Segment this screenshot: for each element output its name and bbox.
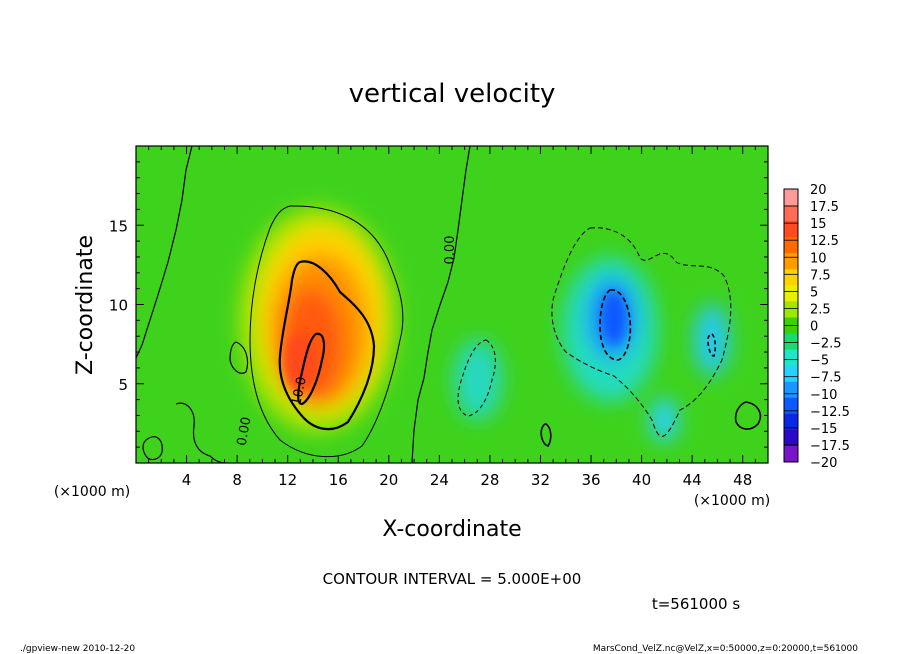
downdraft-bottom	[650, 398, 678, 442]
x-axis-ticks: 4 8 12 16 20 24 28 32 36 40 44 48	[148, 146, 756, 489]
colorbar-label: −2.5	[810, 337, 842, 352]
contour-10-inner	[297, 332, 326, 406]
colorbar-label: 20	[810, 183, 827, 198]
colorbar-label: 12.5	[810, 234, 839, 249]
x-unit-label: (×1000 m)	[694, 493, 770, 509]
x-axis-label: X-coordinate	[382, 517, 521, 542]
contour-neg10-downdraft	[599, 289, 632, 361]
contour-label-updraft: 10.0	[289, 376, 310, 407]
contour-small-2	[734, 401, 762, 430]
contour-small-3	[540, 423, 552, 447]
colorbar-label: 10	[810, 251, 827, 266]
colorbar-label: −15	[810, 422, 837, 437]
colorbar-label: 15	[810, 217, 827, 232]
x-tick-label: 48	[733, 471, 752, 489]
footer-right: MarsCond_VelZ.nc@VelZ,x=0:50000,z=0:2000…	[593, 644, 858, 654]
x-tick-label: 28	[480, 471, 499, 489]
colorbar-swatch	[784, 413, 798, 431]
contour-neg5-right	[707, 333, 717, 357]
colorbar-label: 0	[810, 320, 818, 335]
contour-10-updraft	[278, 260, 376, 431]
zero-contour-middle	[411, 146, 471, 463]
contour-neg5-left	[457, 339, 496, 417]
contour-small-1	[229, 341, 249, 374]
colorbar-swatch	[784, 237, 798, 254]
x-tick-label: 16	[329, 471, 348, 489]
zero-contour-left	[136, 146, 193, 359]
colorbar-label: −10	[810, 388, 837, 403]
colorbar-swatch	[784, 333, 798, 351]
time-label: t=561000 s	[652, 595, 740, 613]
contour-neg5-downdraft	[551, 227, 732, 437]
colorbar-swatch	[784, 285, 798, 302]
x-tick-label: 12	[278, 471, 297, 489]
downdraft-left	[454, 340, 502, 420]
colorbar-label: −7.5	[810, 371, 842, 386]
y-axis-ticks: 5 10 15	[109, 161, 768, 448]
y-axis-label: Z-coordinate	[73, 235, 98, 375]
colorbar-label: 5	[810, 285, 818, 300]
colorbar-swatch	[784, 189, 798, 206]
colorbar-label: −20	[810, 456, 837, 471]
colorbar-label: 17.5	[810, 200, 839, 215]
footer-left: ./gpview-new 2010-12-20	[20, 644, 135, 654]
colorbar-swatch	[784, 205, 798, 222]
colorbar: 20 17.5 15 12.5 10 7.5 5 2.5 0 −2.5 −5 −7.5 −10 −12.5…	[783, 183, 850, 471]
contour-label-middle: 0.00	[443, 236, 458, 265]
colorbar-label: 2.5	[810, 302, 831, 317]
x-tick-label: 32	[531, 471, 550, 489]
colorbar-label: −17.5	[810, 439, 850, 454]
downdraft-main-core	[602, 292, 626, 344]
colorbar-label: −12.5	[810, 405, 850, 420]
x-tick-label: 36	[581, 471, 600, 489]
x-tick-label: 24	[430, 471, 449, 489]
colorbar-swatch	[784, 221, 798, 238]
downdraft-right	[694, 304, 730, 376]
y-tick-label: 5	[118, 376, 128, 394]
colorbar-swatch	[784, 253, 798, 270]
colorbar-swatch	[784, 397, 798, 415]
contour-5-updraft	[249, 205, 404, 458]
contour-label-left: 0.00	[235, 416, 255, 447]
colorbar-label: 7.5	[810, 268, 831, 283]
chart-title: vertical velocity	[349, 79, 556, 109]
colorbar-swatch	[784, 429, 798, 447]
y-unit-label: (×1000 m)	[54, 484, 130, 500]
contour-bottom-left	[142, 402, 227, 463]
x-tick-label: 8	[232, 471, 242, 489]
colorbar-swatch	[784, 445, 798, 463]
colorbar-swatch	[784, 269, 798, 286]
colorbar-swatch	[784, 365, 798, 383]
x-tick-label: 4	[182, 471, 192, 489]
y-tick-label: 15	[109, 217, 128, 235]
colorbar-swatch	[784, 349, 798, 367]
colorbar-swatch	[784, 381, 798, 399]
y-tick-label: 10	[109, 297, 128, 315]
colorbar-label: −5	[810, 354, 829, 369]
colorbar-swatch	[784, 301, 798, 318]
contour-interval-annotation: CONTOUR INTERVAL = 5.000E+00	[323, 570, 582, 588]
x-tick-label: 40	[632, 471, 651, 489]
x-tick-label: 20	[379, 471, 398, 489]
x-tick-label: 44	[683, 471, 702, 489]
heatmap-field	[136, 146, 768, 463]
